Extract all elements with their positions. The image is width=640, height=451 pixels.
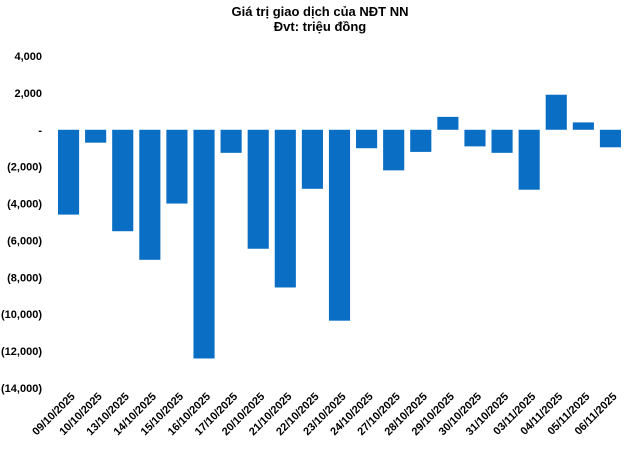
y-tick-label: (6,000) — [7, 235, 42, 247]
bar — [166, 129, 188, 204]
bar — [356, 129, 378, 149]
bars — [57, 94, 622, 359]
y-tick-label: (14,000) — [1, 383, 42, 395]
bar — [572, 122, 594, 130]
y-tick-label: (12,000) — [1, 346, 42, 358]
chart-subtitle: Đvt: triệu đồng — [273, 19, 367, 34]
bar — [437, 116, 459, 130]
bar — [85, 129, 107, 143]
y-tick-label: (8,000) — [7, 272, 42, 284]
y-tick-label: 2,000 — [14, 88, 42, 100]
y-tick-label: (2,000) — [7, 162, 42, 174]
bar — [518, 129, 540, 190]
bar — [328, 129, 351, 321]
bar — [247, 129, 269, 249]
bar — [491, 129, 513, 153]
bar — [410, 129, 432, 152]
y-axis: 4,000 2,000 - (2,000) (4,000) (6,000) (8,000) (… — [1, 51, 42, 395]
bar — [383, 129, 405, 171]
bar — [112, 129, 134, 232]
y-tick-label: (4,000) — [7, 199, 42, 211]
bar — [139, 129, 161, 260]
bar — [301, 129, 323, 189]
y-tick-label: 4,000 — [14, 51, 42, 63]
bar — [57, 129, 80, 215]
bar — [193, 129, 215, 359]
chart-title-block: Giá trị giao dịch của NĐT NN Đvt: triệu … — [0, 4, 640, 34]
y-tick-label: (10,000) — [1, 309, 42, 321]
x-axis: 09/10/202510/10/202513/10/202514/10/2025… — [30, 391, 619, 438]
bar — [545, 94, 567, 130]
bar — [599, 129, 622, 148]
bar — [464, 129, 486, 147]
bar — [220, 129, 242, 153]
y-tick-label: - — [38, 125, 42, 137]
bar — [274, 129, 296, 288]
chart-title: Giá trị giao dịch của NĐT NN — [231, 4, 409, 19]
